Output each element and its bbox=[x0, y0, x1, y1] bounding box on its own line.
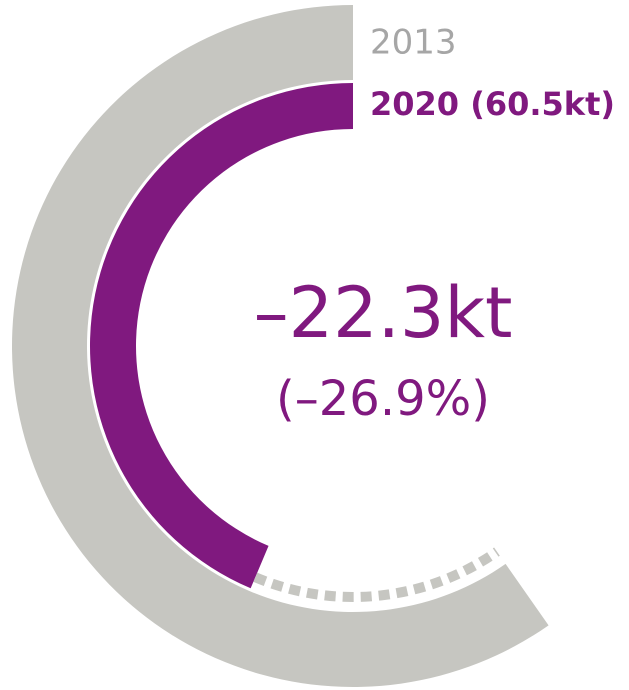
radial-bar bbox=[12, 5, 549, 687]
series-name: 2020 bbox=[370, 85, 459, 123]
legend-label: 2013 bbox=[370, 23, 457, 63]
annotation: –22.3kt bbox=[254, 272, 513, 354]
annotation: (–26.9%) bbox=[276, 371, 490, 427]
radial-bar bbox=[90, 83, 353, 589]
value-label: (60.5kt) bbox=[470, 85, 615, 123]
difference-arc bbox=[253, 547, 500, 602]
legend-label: 2020 (60.5kt) bbox=[370, 85, 615, 123]
